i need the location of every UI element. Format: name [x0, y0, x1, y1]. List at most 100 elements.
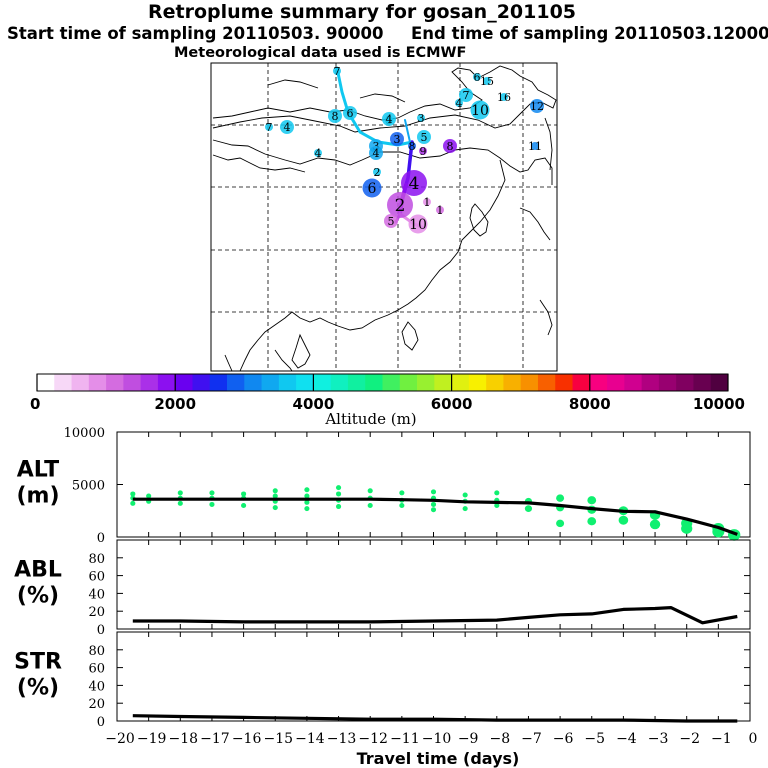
marker-label: 4: [456, 97, 463, 110]
trajectory-marker: 1: [436, 204, 444, 217]
trajectory-marker: 6: [343, 106, 357, 120]
trajectory-marker: 4: [382, 112, 396, 126]
colorbar-tick-label: 0: [30, 395, 40, 413]
marker-label: 7: [266, 121, 273, 134]
colorbar-swatch: [71, 374, 90, 391]
marker-dot: [387, 192, 413, 218]
colorbar-swatch: [589, 374, 608, 391]
marker-dot: [459, 88, 473, 102]
marker-label: 10: [471, 103, 489, 119]
trajectory-marker: 8: [328, 109, 342, 123]
marker-label: 10: [409, 217, 427, 233]
colorbar-title: Altitude (m): [324, 410, 416, 428]
marker-dot: [530, 99, 544, 113]
trajectory-marker: 15: [480, 75, 494, 88]
scatter-point: [272, 505, 278, 511]
scatter-point: [177, 490, 183, 496]
trajectory-marker: 2: [387, 192, 413, 218]
trajectory-marker: 4: [369, 146, 383, 160]
x-tick-label: −10: [422, 731, 452, 747]
colorbar-swatch: [278, 374, 297, 391]
scatter-point: [399, 503, 405, 508]
end-time-label: End time of sampling 20110503.120000: [411, 24, 768, 43]
marker-dot: [333, 67, 341, 75]
x-tick-label: −19: [137, 731, 167, 747]
trajectory-marker: 3: [417, 112, 425, 125]
colorbar-swatch: [157, 374, 176, 391]
colorbar-swatch: [555, 374, 573, 391]
x-tick-label: −18: [169, 731, 199, 747]
colorbar-swatch: [313, 374, 332, 391]
trajectory-marker: 4: [455, 97, 463, 110]
y-axis-label: (m): [16, 484, 59, 509]
marker-label: 7: [463, 89, 470, 102]
marker-label: 7: [334, 65, 341, 78]
marker-label: 3: [394, 133, 401, 146]
colorbar-swatch: [520, 374, 539, 391]
marker-label: 2: [395, 196, 406, 216]
trajectory-marker: 6: [473, 71, 481, 84]
trajectory-marker: 1: [423, 196, 431, 209]
colorbar-swatch: [175, 374, 193, 391]
colorbar-swatch: [296, 374, 314, 391]
timeseries-panels: 1000050000ALT(m)806040200ABL(%)806040200…: [14, 426, 757, 768]
trajectory-marker: 5: [384, 214, 398, 228]
marker-dot: [343, 106, 357, 120]
colorbar-swatch: [209, 374, 228, 391]
colorbar-swatch: [227, 374, 245, 391]
marker-dot: [423, 198, 431, 206]
marker-dot: [408, 142, 416, 150]
marker-label: 8: [332, 110, 339, 123]
marker-dot: [362, 178, 382, 198]
x-axis: −20 −19 −18 −17 −16 −15 −14 −13 −12 −11 −10 −9 −8 −7−…: [105, 731, 757, 768]
scatter-point: [430, 501, 437, 507]
trajectory-marker: 16: [497, 91, 511, 104]
colorbar-swatch: [261, 374, 280, 391]
trajectory-marker: 7: [459, 88, 473, 102]
trajectory-marker: 4: [401, 170, 427, 196]
colorbar-swatch: [607, 374, 625, 391]
x-tick-label: −6: [553, 731, 574, 747]
x-tick-label: −1: [711, 731, 732, 747]
y-axis-label: STR: [14, 650, 62, 675]
marker-label: 4: [315, 147, 322, 160]
y-axis-label: ABL: [14, 558, 62, 583]
colorbar-swatch: [88, 374, 107, 391]
start-time-label: Start time of sampling 20110503. 90000: [7, 24, 384, 43]
marker-label: 3: [418, 112, 425, 125]
colorbar-tick-label: 10000: [693, 395, 745, 413]
panel-frame: [116, 631, 751, 722]
marker-label: 4: [409, 174, 420, 194]
trajectory-marker: 8: [408, 140, 416, 153]
marker-label: 8: [409, 140, 416, 153]
marker-label: 5: [421, 131, 428, 144]
marker-dot: [401, 170, 427, 196]
marker-dot: [417, 130, 431, 144]
scatter-point: [130, 500, 136, 506]
y-tick-label: 80: [88, 552, 105, 567]
colorbar-swatch: [382, 374, 401, 391]
marker-dot: [500, 93, 508, 101]
y-axis-label: ALT: [17, 458, 59, 483]
met-data-label: Meteorological data used is ECMWF: [174, 45, 467, 61]
scatter-point: [430, 507, 437, 513]
colorbar-swatch: [486, 374, 504, 391]
y-tick-label: 20: [88, 697, 105, 712]
marker-label: 12: [530, 100, 544, 113]
scatter-point: [367, 488, 373, 494]
colorbar-swatch: [123, 374, 142, 391]
x-tick-label: −12: [358, 731, 388, 747]
trajectory-marker: 6: [362, 178, 382, 198]
colorbar-tick-label: 2000: [154, 395, 196, 413]
x-tick-label: −5: [584, 731, 605, 747]
scatter-point: [304, 487, 310, 493]
scatter-point: [241, 503, 247, 508]
trajectory-marker: 11: [528, 140, 542, 153]
marker-dot: [436, 206, 444, 214]
scatter-point: [618, 515, 629, 525]
abl-panel: 80 60 40 20 0 ABL(%): [14, 539, 751, 638]
colorbar-swatch: [451, 374, 470, 391]
series-line: [132, 497, 738, 536]
scatter-point: [649, 519, 661, 530]
x-tick-label: −15: [263, 731, 293, 747]
